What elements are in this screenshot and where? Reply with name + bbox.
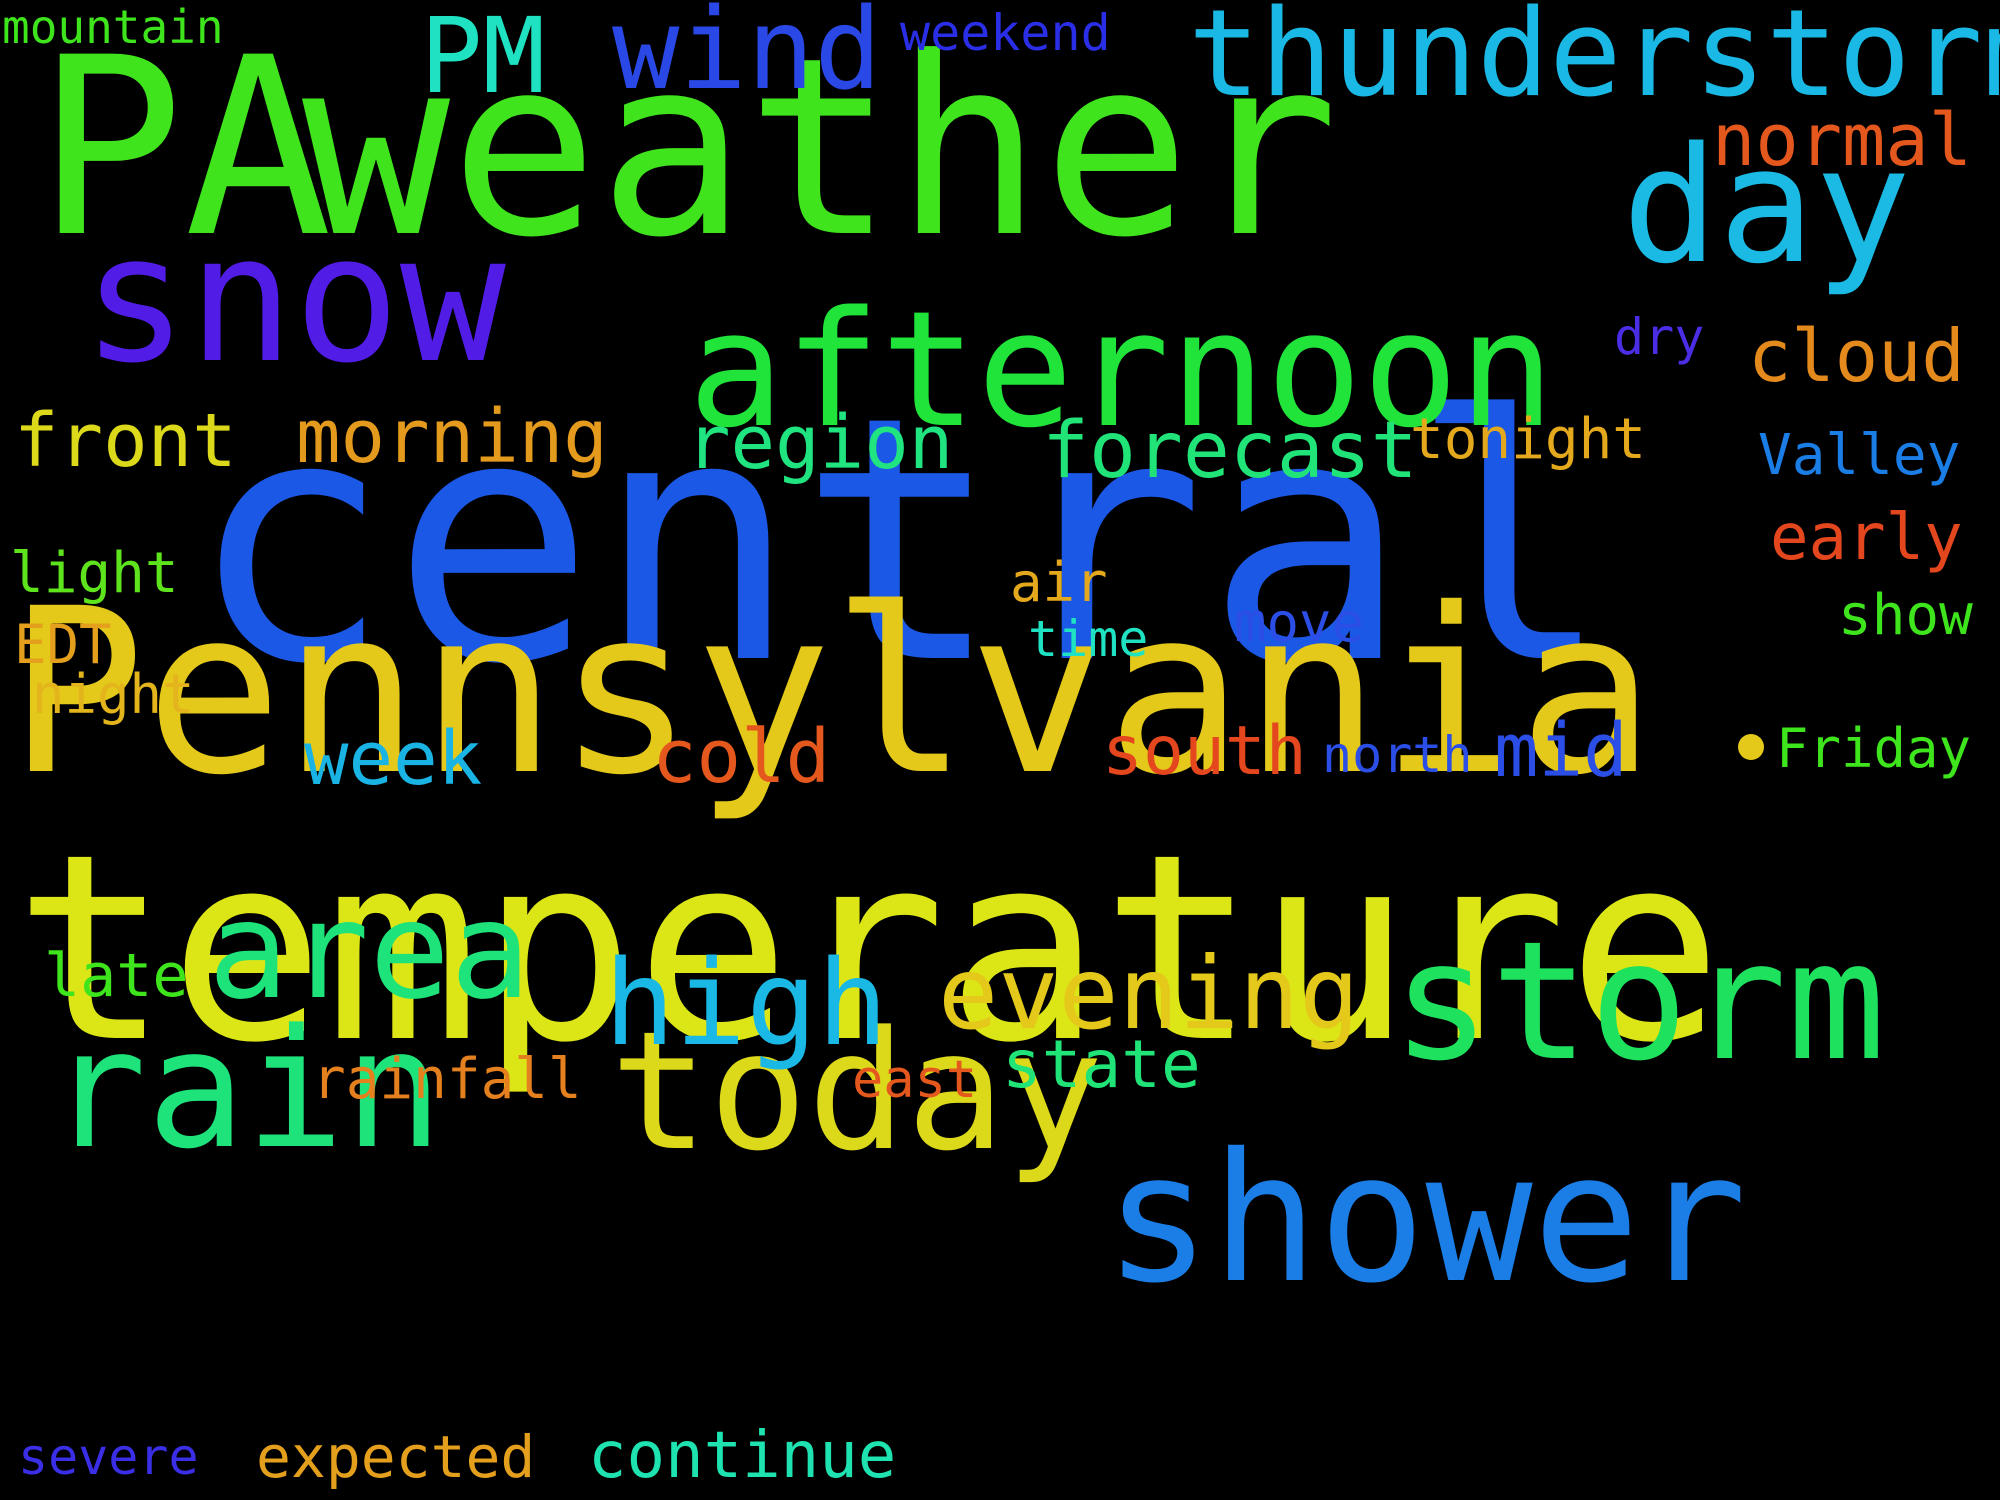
word-early: early	[1770, 501, 1963, 575]
word-pm: PM	[420, 0, 546, 117]
word-light: light	[10, 541, 179, 606]
word-rain: rain	[48, 994, 443, 1185]
word-area: area	[208, 873, 531, 1029]
word-rainfall: rainfall	[312, 1047, 582, 1112]
word-time: time	[1028, 610, 1149, 668]
word-state: state	[1002, 1026, 1201, 1103]
word-air: air	[1010, 551, 1108, 614]
word-weather: weather	[302, 6, 1339, 292]
word-late: late	[44, 941, 189, 1011]
word-mid: mid	[1494, 708, 1628, 794]
word-show: show	[1838, 583, 1973, 648]
word-wind: wind	[612, 0, 882, 115]
word-cold: cold	[652, 714, 831, 800]
word-today: today	[610, 996, 1104, 1187]
word-dry: dry	[1614, 308, 1705, 366]
word-pennsylvania: Pennsylvania	[8, 559, 1656, 825]
word-mountain: mountain	[2, 0, 224, 54]
word-day: day	[1622, 112, 1911, 299]
word-expected: expected	[256, 1423, 536, 1491]
word-shower: shower	[1104, 1115, 1747, 1322]
word-front: front	[14, 398, 237, 484]
word-tonight: tonight	[1410, 407, 1647, 472]
word-forecast: forecast	[1042, 406, 1418, 496]
word-weekend: weekend	[900, 4, 1111, 62]
word-region: region	[686, 400, 954, 486]
word-week: week	[304, 716, 483, 802]
word-storm: storm	[1392, 906, 1886, 1097]
word-severe: severe	[18, 1428, 199, 1486]
word-move: move	[1234, 591, 1365, 654]
word-friday: Friday	[1776, 717, 1972, 780]
word-south: south	[1102, 712, 1307, 791]
word-snow: snow	[82, 197, 506, 402]
dot-mark	[1738, 734, 1764, 760]
word-thunderstorm: thunderstorm	[1188, 0, 2000, 124]
word-valley: Valley	[1758, 423, 1961, 488]
word-pa: PA	[36, 6, 333, 292]
word-north: north	[1322, 726, 1473, 784]
word-edt: EDT	[14, 613, 112, 676]
word-morning: morning	[296, 394, 608, 480]
word-evening: evening	[938, 935, 1360, 1052]
word-east: east	[852, 1050, 978, 1110]
word-normal: normal	[1712, 98, 1973, 182]
word-afternoon: afternoon	[688, 276, 1555, 463]
word-cloud-term: cloud	[1748, 314, 1965, 398]
word-central: central	[188, 344, 1613, 738]
word-night: night	[32, 663, 195, 726]
word-continue: continue	[588, 1419, 897, 1493]
word-high: high	[604, 934, 889, 1072]
word-temperature: temperature	[14, 799, 1723, 1099]
